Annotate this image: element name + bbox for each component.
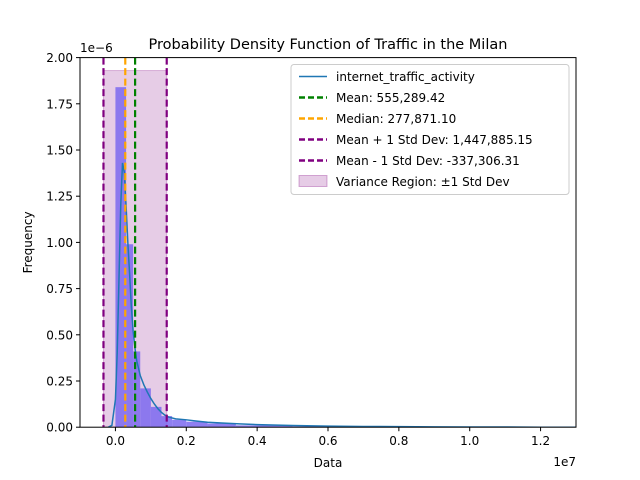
histogram-bar [133, 351, 141, 428]
y-tick-label: 1.00 [46, 236, 73, 250]
legend-mean-minus-std-label: Mean - 1 Std Dev: -337,306.31 [336, 154, 520, 168]
x-offset-label: 1e7 [553, 455, 576, 469]
legend-mean-plus-std-label: Mean + 1 Std Dev: 1,447,885.15 [336, 133, 533, 147]
x-tick-label: 0.0 [106, 434, 125, 448]
legend-variance-region-swatch [298, 175, 328, 187]
legend-box [290, 64, 570, 195]
histogram-bar [235, 425, 293, 428]
y-axis-label: Frequency [21, 211, 35, 273]
x-tick-label: 0.6 [318, 434, 337, 448]
y-tick-label: 2.00 [46, 51, 73, 65]
x-tick-label: 0.2 [177, 434, 196, 448]
legend-median-label: Median: 277,871.10 [336, 112, 456, 126]
y-offset-label: 1e−6 [80, 41, 113, 55]
y-tick-label: 1.50 [46, 144, 73, 158]
plot-content [102, 57, 576, 428]
histogram-bar [150, 406, 162, 428]
histogram-bar [207, 423, 236, 428]
y-tick-label: 0.50 [46, 328, 73, 342]
legend-variance-region-label: Variance Region: ±1 Std Dev [336, 175, 510, 189]
histogram-bar [186, 421, 208, 428]
y-tick-label: 0.75 [46, 282, 73, 296]
axes: 0.0 0.2 0.4 0.6 0.8 1.0 1.2 0.00 0.25 0.50 0.75 1.0… [46, 51, 550, 448]
legend-kde-label: internet_traffic_activity [336, 70, 475, 84]
histogram-bar [172, 419, 187, 428]
histogram-bar [115, 87, 127, 428]
x-tick-label: 0.4 [248, 434, 267, 448]
legend-mean-label: Mean: 555,289.42 [336, 91, 445, 105]
y-tick-label: 1.75 [46, 97, 73, 111]
legend: internet_traffic_activity Mean: 555,289.4… [290, 64, 570, 195]
plot-area [102, 57, 576, 428]
y-tick-label: 0.00 [46, 421, 73, 435]
x-tick-label: 1.0 [460, 434, 479, 448]
x-tick-label: 0.8 [389, 434, 408, 448]
y-tick-label: 1.25 [46, 190, 73, 204]
y-tick-label: 0.25 [46, 375, 73, 389]
kde-line [107, 162, 576, 428]
x-axis-label: Data [314, 456, 343, 470]
histogram-bar [126, 244, 134, 428]
x-tick-label: 1.2 [531, 434, 550, 448]
histogram-bar [140, 388, 151, 428]
histogram-bar [161, 416, 173, 428]
chart-title: Probability Density Function of Traffic … [149, 37, 508, 53]
